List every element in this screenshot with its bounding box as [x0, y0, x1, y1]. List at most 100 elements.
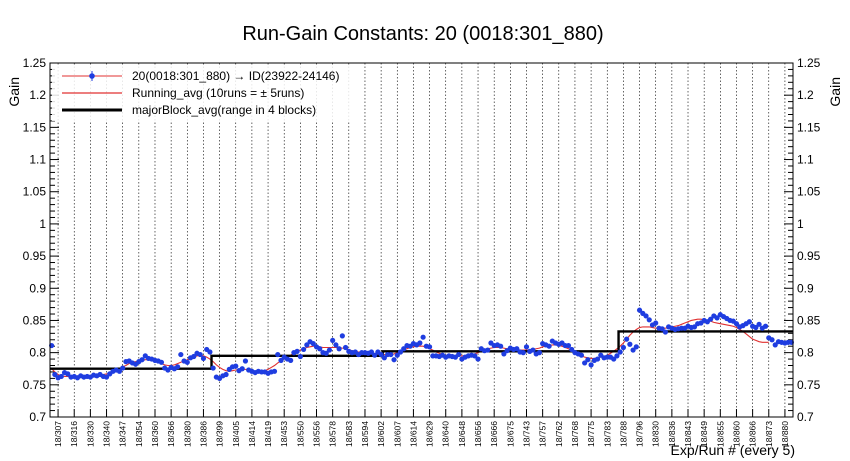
y-tick-label-left: 0.75: [23, 378, 47, 392]
data-point: [184, 359, 190, 365]
x-tick-label: 18/783: [602, 421, 612, 447]
legend-entry-running-avg: Running_avg (10runs = ± 5runs): [62, 86, 304, 100]
x-tick-label: 18/796: [635, 421, 645, 447]
data-point: [611, 356, 617, 362]
data-point: [523, 344, 530, 350]
data-point: [753, 324, 759, 331]
data-point: [388, 351, 394, 358]
data-point: [733, 321, 740, 327]
x-tick-label: 18/762: [554, 421, 564, 447]
x-tick-label: 18/405: [231, 421, 241, 447]
data-point: [342, 344, 349, 351]
data-point: [65, 371, 71, 377]
data-point: [120, 365, 126, 371]
data-point: [191, 353, 197, 360]
legend-label-running-avg: Running_avg (10runs = ± 5runs): [132, 86, 304, 100]
data-point: [653, 320, 659, 326]
data-point: [520, 350, 526, 356]
data-point: [636, 307, 643, 313]
data-point: [233, 363, 239, 369]
x-tick-label: 18/788: [618, 421, 628, 447]
data-point: [378, 351, 384, 358]
data-point: [643, 313, 649, 319]
data-point: [417, 340, 423, 346]
data-point: [300, 346, 307, 353]
x-tick-label: 18/414: [247, 421, 257, 447]
data-point: [456, 351, 462, 358]
y-tick-label-right: 0.7: [797, 410, 814, 424]
x-tick-label: 18/849: [699, 421, 709, 447]
data-point: [614, 353, 620, 359]
data-point: [103, 374, 110, 380]
y-tick-label-right: 1.1: [797, 153, 814, 167]
x-tick-label: 18/675: [505, 421, 515, 447]
data-point: [223, 371, 229, 378]
legend-label-points: 20(0018:301_880) → ID(23922-24146): [132, 69, 339, 83]
y-tick-label-right: 1.05: [797, 185, 821, 199]
x-tick-label: 18/768: [570, 421, 580, 447]
data-point: [310, 341, 316, 347]
x-tick-label: 18/656: [473, 421, 483, 447]
data-point: [659, 326, 665, 332]
y-tick-label-right: 0.8: [797, 346, 814, 360]
data-point: [381, 355, 387, 361]
data-point: [394, 352, 400, 358]
data-point: [397, 349, 404, 355]
y-tick-label-left: 1.15: [23, 120, 47, 134]
y-tick-label-left: 0.9: [29, 281, 46, 295]
y-axis-title-left: Gain: [6, 77, 22, 107]
y-tick-label-right: 0.9: [797, 281, 814, 295]
data-point: [139, 357, 145, 363]
data-point: [578, 352, 585, 358]
x-tick-label: 18/743: [521, 421, 531, 447]
legend-points-marker: [89, 73, 95, 79]
x-tick-label: 18/419: [263, 421, 273, 447]
data-point: [708, 316, 714, 322]
data-point: [588, 362, 594, 368]
x-tick-label: 18/640: [441, 421, 451, 447]
data-point: [239, 366, 245, 372]
x-tick-label: 18/347: [118, 421, 128, 447]
y-tick-label-left: 1: [39, 217, 46, 231]
x-tick-label: 18/578: [328, 421, 338, 447]
data-point: [565, 342, 572, 349]
x-tick-label: 18/550: [295, 421, 305, 447]
data-point: [323, 350, 329, 356]
plot-frame: [49, 62, 794, 418]
x-tick-label: 18/340: [102, 421, 112, 447]
x-tick-label: 18/873: [764, 421, 774, 447]
y-tick-label-left: 1.05: [23, 185, 47, 199]
data-point: [242, 358, 249, 364]
x-tick-label: 18/366: [166, 421, 176, 447]
x-tick-label: 18/830: [651, 421, 661, 447]
legend-label-block-avg: majorBlock_avg(range in 4 blocks): [132, 103, 316, 117]
data-point: [58, 373, 64, 380]
data-point: [297, 353, 303, 360]
y-tick-label-left: 0.95: [23, 249, 47, 263]
data-point: [617, 349, 623, 355]
data-point: [472, 353, 478, 359]
data-point: [594, 356, 601, 362]
x-tick-label: 18/399: [215, 421, 225, 447]
x-tick-label: 18/629: [425, 421, 435, 447]
data-point: [475, 356, 481, 362]
data-point: [762, 323, 769, 329]
data-point: [714, 315, 720, 321]
data-point: [772, 342, 778, 348]
data-point: [536, 350, 543, 356]
data-point: [646, 317, 652, 323]
x-tick-label: 18/307: [53, 421, 63, 447]
data-point: [546, 343, 552, 349]
data-point: [401, 346, 407, 352]
data-point: [501, 351, 507, 357]
x-tick-label: 18/836: [667, 421, 677, 447]
x-tick-label: 18/855: [715, 421, 725, 447]
x-tick-label: 18/757: [538, 421, 548, 447]
data-point: [294, 348, 300, 354]
y-tick-label-right: 1.25: [797, 56, 821, 70]
y-tick-label-left: 0.7: [29, 410, 46, 424]
x-tick-label: 18/648: [457, 421, 467, 447]
data-point: [210, 365, 216, 371]
